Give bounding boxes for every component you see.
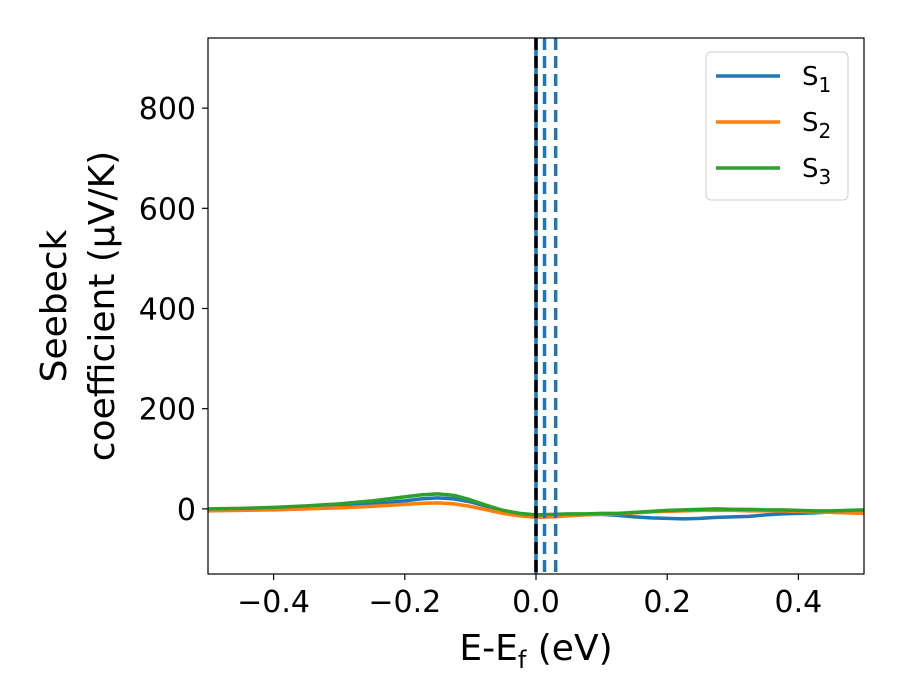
- y-axis-title: Seebeck coefficient (μV/K): [34, 151, 123, 461]
- x-axis-ticks: −0.4 −0.2 0.0 0.2 0.4: [237, 574, 822, 620]
- y-axis-title-line2: coefficient (μV/K): [82, 151, 123, 461]
- y-tick-label: 400: [139, 293, 196, 328]
- y-axis-title-line1: Seebeck: [34, 229, 75, 382]
- y-tick-label: 200: [139, 393, 196, 428]
- y-axis-ticks: 0 200 400 600 800: [139, 92, 208, 528]
- x-tick-label: −0.4: [237, 585, 310, 620]
- legend-label-s1: S1: [802, 62, 831, 97]
- legend-label-s3: S3: [802, 154, 831, 189]
- legend-label-s2: S2: [802, 108, 831, 143]
- legend-box: [705, 51, 849, 201]
- vline-layer: [534, 38, 558, 574]
- legend: S1 S2 S3: [705, 51, 849, 201]
- y-tick-label: 0: [177, 493, 196, 528]
- y-tick-label: 800: [139, 92, 196, 127]
- series-line-s3: [208, 492, 864, 517]
- y-tick-label: 600: [139, 192, 196, 227]
- x-tick-label: 0.0: [512, 585, 560, 620]
- series-layer: [208, 492, 864, 521]
- x-axis-title: E-Ef (eV): [459, 628, 612, 674]
- x-tick-label: −0.2: [368, 585, 441, 620]
- x-tick-label: 0.4: [775, 585, 823, 620]
- x-tick-label: 0.2: [643, 585, 691, 620]
